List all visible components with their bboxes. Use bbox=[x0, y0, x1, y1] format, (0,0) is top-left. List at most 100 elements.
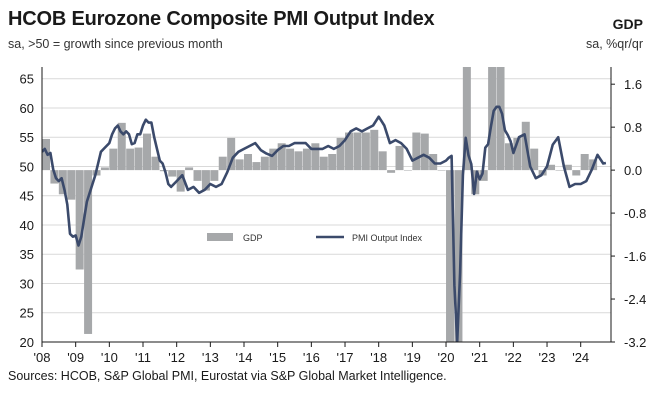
left-tick-label: 25 bbox=[20, 306, 34, 321]
chart-title: HCOB Eurozone Composite PMI Output Index bbox=[8, 8, 435, 30]
left-tick-label: 60 bbox=[20, 101, 34, 116]
gdp-bar bbox=[210, 170, 219, 181]
gdp-bar bbox=[403, 170, 412, 171]
gdp-bar bbox=[151, 156, 160, 171]
pmi-line-group bbox=[42, 105, 607, 342]
gridlines bbox=[42, 78, 611, 343]
gdp-bar bbox=[227, 137, 236, 171]
x-tick-label: '20 bbox=[438, 350, 455, 365]
legend-gdp-label: GDP bbox=[243, 233, 263, 243]
gdp-bar bbox=[446, 170, 455, 342]
gdp-bar bbox=[193, 170, 202, 181]
gdp-bar bbox=[387, 170, 396, 173]
x-tick-label: '11 bbox=[135, 350, 151, 365]
gdp-bar bbox=[252, 162, 261, 171]
x-tick-label: '24 bbox=[572, 350, 589, 365]
left-tick-label: 40 bbox=[20, 218, 34, 233]
source-note: Sources: HCOB, S&P Global PMI, Eurostat … bbox=[8, 369, 447, 383]
gdp-bar bbox=[143, 133, 152, 171]
gdp-bar bbox=[462, 67, 471, 171]
gdp-bar bbox=[513, 137, 522, 171]
left-tick-label: 50 bbox=[20, 159, 34, 174]
x-tick-label: '08 bbox=[34, 350, 51, 365]
legend-pmi-label: PMI Output Index bbox=[352, 233, 423, 243]
gdp-bar bbox=[580, 154, 589, 171]
gdp-bar bbox=[420, 133, 429, 171]
gdp-bar bbox=[260, 156, 269, 171]
gdp-bar bbox=[168, 170, 177, 177]
x-tick-label: '18 bbox=[370, 350, 387, 365]
gdp-bar bbox=[361, 132, 370, 171]
right-tick-label: -3.2 bbox=[624, 335, 646, 350]
right-tick-label: -0.8 bbox=[624, 206, 646, 221]
gdp-bar bbox=[176, 170, 185, 192]
gdp-bar bbox=[134, 147, 143, 171]
left-tick-label: 45 bbox=[20, 189, 34, 204]
right-tick-label: 0.0 bbox=[624, 163, 642, 178]
x-tick-label: '13 bbox=[202, 350, 219, 365]
right-axis-subtitle: sa, %qr/qr bbox=[586, 37, 643, 51]
legend: GDP PMI Output Index bbox=[207, 233, 423, 243]
x-tick-label: '10 bbox=[101, 350, 118, 365]
right-tick-label: -2.4 bbox=[624, 292, 646, 307]
pmi-line bbox=[42, 105, 607, 342]
gdp-bar bbox=[218, 156, 227, 171]
gdp-bar bbox=[117, 122, 126, 171]
axes: 20 25 30 35 40 45 50 55 60 65 -3.2 -2.4 -1.6 -0.8 0.0 0… bbox=[20, 67, 646, 365]
x-tick-label: '23 bbox=[539, 350, 556, 365]
gdp-bar bbox=[286, 148, 295, 171]
gdp-bar bbox=[496, 67, 505, 171]
right-tick-label: -1.6 bbox=[624, 249, 646, 264]
gdp-bar bbox=[353, 132, 362, 171]
gdp-bar bbox=[100, 167, 109, 171]
legend-gdp-swatch bbox=[207, 233, 233, 241]
gdp-bar bbox=[370, 129, 379, 171]
gdp-bar bbox=[378, 151, 387, 171]
gdp-bar bbox=[244, 154, 253, 171]
x-tick-label: '14 bbox=[236, 350, 253, 365]
gdp-bar bbox=[336, 137, 345, 171]
gdp-bar bbox=[454, 170, 463, 342]
gdp-bar bbox=[412, 132, 421, 171]
gdp-bar bbox=[269, 148, 278, 171]
gdp-bar bbox=[504, 143, 513, 171]
gdp-bar bbox=[109, 148, 118, 171]
gdp-bar bbox=[302, 148, 311, 171]
left-tick-label: 65 bbox=[20, 72, 34, 87]
x-tick-label: '21 bbox=[471, 350, 488, 365]
gdp-bar bbox=[185, 167, 194, 171]
left-tick-label: 20 bbox=[20, 335, 34, 350]
x-tick-label: '16 bbox=[303, 350, 320, 365]
gdp-bar bbox=[437, 170, 446, 171]
gdp-bar bbox=[235, 159, 244, 171]
gdp-bar bbox=[555, 170, 564, 171]
x-tick-label: '15 bbox=[269, 350, 286, 365]
x-tick-label: '12 bbox=[168, 350, 185, 365]
x-tick-label: '19 bbox=[404, 350, 421, 365]
gdp-bar bbox=[563, 164, 572, 171]
right-tick-label: 0.8 bbox=[624, 120, 642, 135]
x-tick-label: '09 bbox=[67, 350, 84, 365]
gdp-bar bbox=[319, 156, 328, 171]
gdp-bar bbox=[294, 151, 303, 171]
x-tick-label: '22 bbox=[505, 350, 522, 365]
x-tick-label: '17 bbox=[337, 350, 354, 365]
gdp-bar bbox=[126, 148, 135, 171]
left-tick-label: 55 bbox=[20, 130, 34, 145]
right-axis-title: GDP bbox=[612, 16, 643, 32]
gdp-bar bbox=[277, 143, 286, 171]
gdp-bar bbox=[84, 170, 93, 334]
gdp-bar bbox=[572, 170, 581, 176]
gdp-bar bbox=[75, 170, 84, 270]
gdp-bar bbox=[530, 148, 539, 171]
left-tick-label: 35 bbox=[20, 247, 34, 262]
gdp-bar bbox=[479, 170, 488, 181]
gdp-bar bbox=[311, 143, 320, 171]
gdp-bar bbox=[201, 170, 210, 191]
gdp-bar bbox=[42, 138, 50, 171]
right-tick-label: 1.6 bbox=[624, 77, 642, 92]
gdp-bar bbox=[345, 132, 354, 171]
gdp-bar bbox=[328, 154, 337, 171]
chart-subtitle: sa, >50 = growth since previous month bbox=[8, 37, 223, 51]
